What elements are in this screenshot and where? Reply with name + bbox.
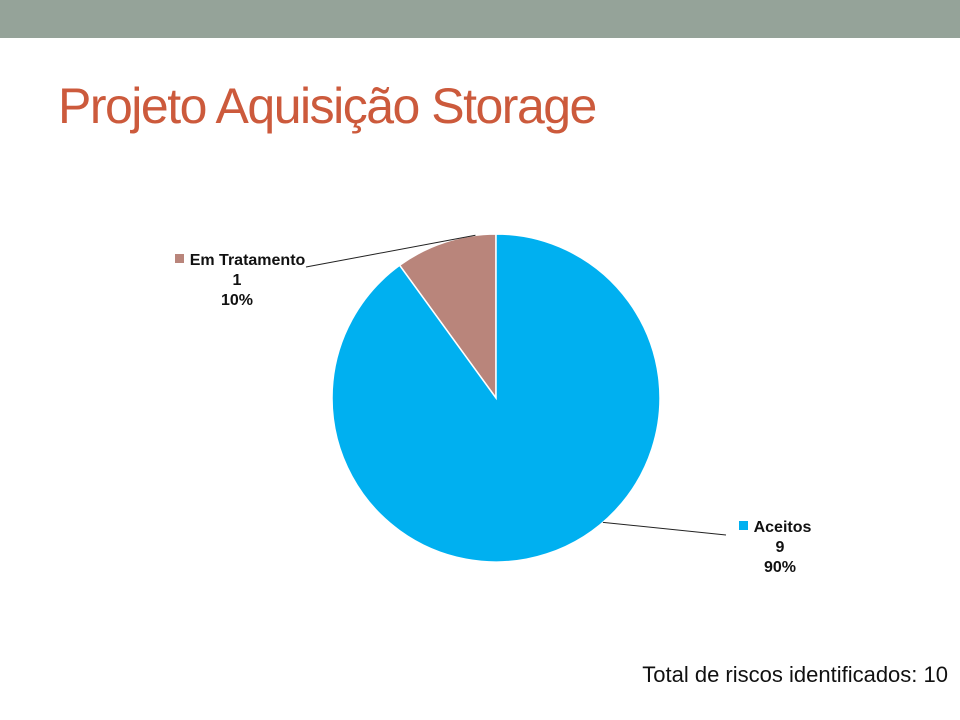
slide-title: Projeto Aquisição Storage	[58, 78, 597, 134]
leader-line-em-tratamento	[305, 234, 476, 268]
data-label-aceitos: Aceitos 9 90%	[705, 518, 845, 578]
pie-slices	[331, 233, 661, 563]
total-risks-note: Total de riscos identificados: 10	[642, 662, 948, 687]
data-label-value: 1	[232, 272, 242, 289]
leader-line-aceitos	[602, 521, 727, 536]
data-label-em-tratamento: Em Tratamento 1 10%	[150, 251, 330, 311]
data-label-percent: 90%	[763, 559, 797, 576]
legend-swatch-em-tratamento	[174, 254, 184, 263]
legend-swatch-aceitos	[738, 521, 748, 530]
data-label-value: 9	[775, 539, 785, 556]
pie-slice-em-tratamento	[398, 233, 497, 401]
pie-slice-aceitos	[331, 233, 661, 563]
data-label-name: Aceitos	[753, 519, 812, 536]
data-label-name: Em Tratamento	[189, 252, 306, 269]
top-accent-bar	[0, 0, 960, 38]
data-label-category: Aceitos	[705, 518, 845, 538]
data-label-category: Em Tratamento	[150, 251, 330, 271]
leader-lines	[305, 234, 727, 536]
data-label-percent: 10%	[220, 292, 254, 309]
